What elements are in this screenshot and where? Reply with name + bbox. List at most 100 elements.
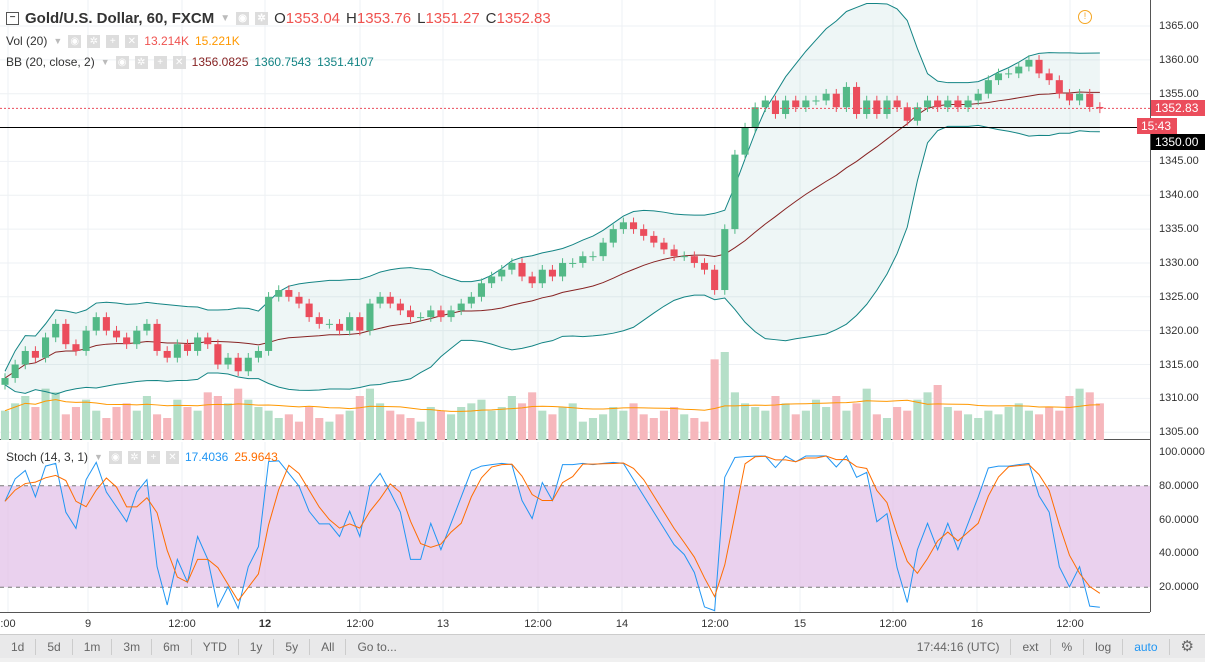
- candle-body: [670, 249, 678, 257]
- candle-body: [1076, 93, 1084, 101]
- goto-button[interactable]: Go to...: [357, 639, 397, 654]
- volume-bar: [974, 418, 983, 440]
- volume-bar: [1085, 392, 1094, 440]
- log-button[interactable]: log: [1084, 638, 1124, 655]
- range-ytd-button[interactable]: YTD: [192, 638, 239, 655]
- volume-bar: [578, 421, 587, 440]
- time-axis[interactable]: :00 9 12:00 12 12:00 13 12:00 14 12:00 1…: [0, 612, 1150, 634]
- stoch-tick: 100.0000: [1159, 446, 1205, 458]
- candle-body: [842, 86, 850, 108]
- candle-body: [822, 93, 830, 101]
- close-icon[interactable]: ✕: [172, 55, 186, 69]
- close-icon[interactable]: ✕: [165, 450, 179, 464]
- volume-bar: [315, 418, 324, 440]
- bb-upper-line: [4, 2, 1100, 372]
- candle-body: [1096, 106, 1104, 109]
- range-5y-button[interactable]: 5y: [274, 638, 311, 655]
- volume-bar: [122, 403, 131, 440]
- eye-icon[interactable]: ◉: [108, 450, 122, 464]
- gear-icon[interactable]: ✲: [255, 12, 269, 25]
- volume-bar: [761, 410, 770, 440]
- clock-alert-icon[interactable]: !: [1078, 10, 1092, 24]
- chevron-down-icon[interactable]: ▼: [220, 13, 231, 24]
- candle-body: [123, 337, 131, 345]
- candle-body: [42, 337, 50, 358]
- candle-body: [92, 317, 100, 331]
- gear-icon[interactable]: ✲: [127, 450, 141, 464]
- stoch-label[interactable]: Stoch (14, 3, 1): [6, 450, 89, 464]
- volume-bar: [213, 396, 222, 440]
- volume-bar: [984, 410, 993, 440]
- candle-body: [1005, 73, 1013, 75]
- bb-label[interactable]: BB (20, close, 2): [6, 55, 95, 69]
- candle-body: [31, 350, 39, 358]
- range-1y-button[interactable]: 1y: [239, 638, 275, 655]
- volume-bar: [730, 392, 739, 440]
- clock-readout[interactable]: 17:44:16 (UTC): [906, 638, 1012, 655]
- stoch-pane[interactable]: Stoch (14, 3, 1) ▼ ◉ ✲ + ✕ 17.4036 25.9643: [0, 442, 1150, 612]
- chevron-down-icon[interactable]: ▼: [53, 36, 63, 46]
- symbol-title[interactable]: Gold/U.S. Dollar, 60, FXCM: [25, 10, 215, 27]
- range-6m-button[interactable]: 6m: [152, 638, 192, 655]
- volume-label[interactable]: Vol (20): [6, 34, 48, 48]
- plus-icon[interactable]: +: [153, 55, 167, 69]
- time-tick: 12:00: [701, 618, 729, 630]
- candle-body: [994, 73, 1003, 81]
- volume-bar: [781, 403, 790, 440]
- volume-bar: [153, 414, 162, 440]
- eye-icon[interactable]: ◉: [115, 55, 129, 69]
- time-tick: 15: [793, 618, 807, 630]
- plus-icon[interactable]: +: [146, 450, 160, 464]
- volume-bar: [51, 392, 60, 440]
- volume-bar: [1075, 388, 1084, 440]
- price-chart-pane[interactable]: − Gold/U.S. Dollar, 60, FXCM ▼ ◉ ✲ O1353.…: [0, 0, 1150, 440]
- chevron-down-icon[interactable]: ▼: [100, 57, 110, 67]
- candle-body: [183, 344, 192, 351]
- volume-bar: [467, 403, 476, 440]
- eye-icon[interactable]: ◉: [68, 34, 82, 48]
- candle-body: [1015, 66, 1023, 74]
- candle-body: [569, 262, 577, 264]
- price-axis[interactable]: 1365.00 1360.00 1355.00 1345.00 1340.00 1335.…: [1137, 0, 1205, 612]
- chevron-down-icon[interactable]: ▼: [94, 452, 103, 462]
- percent-button[interactable]: %: [1051, 638, 1085, 655]
- settings-gear-icon[interactable]: ⚙: [1180, 637, 1194, 655]
- range-all-button[interactable]: All: [310, 638, 347, 655]
- volume-bar: [436, 410, 445, 440]
- volume-bar: [822, 407, 831, 440]
- close-icon[interactable]: ✕: [125, 34, 139, 48]
- gear-icon[interactable]: ✲: [134, 55, 148, 69]
- range-1d-button[interactable]: 1d: [0, 638, 37, 655]
- auto-button[interactable]: auto: [1123, 638, 1170, 655]
- horizontal-line-price-label: 1350.00: [1151, 133, 1205, 150]
- candle-body: [325, 323, 333, 325]
- close-value: 1352.83: [496, 10, 551, 27]
- volume-bar: [720, 352, 729, 440]
- candle-body: [417, 317, 425, 319]
- volume-bar: [376, 403, 385, 440]
- open-label: O: [274, 10, 286, 27]
- gear-icon[interactable]: ✲: [87, 34, 101, 48]
- range-3m-button[interactable]: 3m: [112, 638, 153, 655]
- stoch-chart-canvas[interactable]: [0, 442, 1150, 612]
- stoch-tick: 40.0000: [1159, 547, 1199, 560]
- range-1m-button[interactable]: 1m: [73, 638, 113, 655]
- ext-button[interactable]: ext: [1011, 638, 1051, 655]
- volume-bar: [893, 407, 902, 440]
- volume-bar: [507, 396, 516, 440]
- bb-lower-line: [4, 124, 1100, 395]
- candle-body: [163, 350, 171, 358]
- bb-basis-value: 1356.0825: [191, 55, 249, 69]
- eye-icon[interactable]: ◉: [236, 12, 250, 25]
- plus-icon[interactable]: +: [106, 34, 120, 48]
- time-tick: 9: [84, 618, 92, 630]
- candle-body: [771, 100, 780, 115]
- volume-bar: [680, 414, 689, 440]
- candle-body: [680, 256, 688, 258]
- time-tick: 14: [615, 618, 629, 630]
- volume-bar: [994, 414, 1003, 440]
- collapse-icon[interactable]: −: [6, 12, 19, 25]
- range-5d-button[interactable]: 5d: [36, 638, 73, 655]
- price-chart-canvas[interactable]: [0, 0, 1150, 440]
- time-tick: 12: [258, 618, 272, 630]
